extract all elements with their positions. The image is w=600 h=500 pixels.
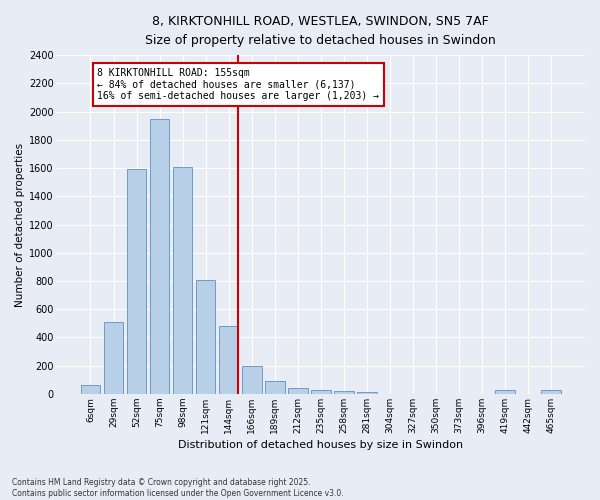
Bar	[288, 388, 308, 394]
Bar	[104, 322, 124, 394]
Y-axis label: Number of detached properties: Number of detached properties	[15, 142, 25, 306]
Bar	[265, 381, 284, 394]
Bar	[196, 280, 215, 394]
Bar	[219, 326, 238, 394]
Bar	[81, 386, 100, 394]
Bar	[334, 391, 353, 394]
X-axis label: Distribution of detached houses by size in Swindon: Distribution of detached houses by size …	[178, 440, 463, 450]
Bar	[311, 390, 331, 394]
Text: Contains HM Land Registry data © Crown copyright and database right 2025.
Contai: Contains HM Land Registry data © Crown c…	[12, 478, 344, 498]
Bar	[173, 166, 193, 394]
Bar	[357, 392, 377, 394]
Title: 8, KIRKTONHILL ROAD, WESTLEA, SWINDON, SN5 7AF
Size of property relative to deta: 8, KIRKTONHILL ROAD, WESTLEA, SWINDON, S…	[145, 15, 496, 47]
Bar	[541, 390, 561, 394]
Bar	[127, 170, 146, 394]
Text: 8 KIRKTONHILL ROAD: 155sqm
← 84% of detached houses are smaller (6,137)
16% of s: 8 KIRKTONHILL ROAD: 155sqm ← 84% of deta…	[97, 68, 379, 101]
Bar	[150, 118, 169, 394]
Bar	[242, 366, 262, 394]
Bar	[496, 390, 515, 394]
